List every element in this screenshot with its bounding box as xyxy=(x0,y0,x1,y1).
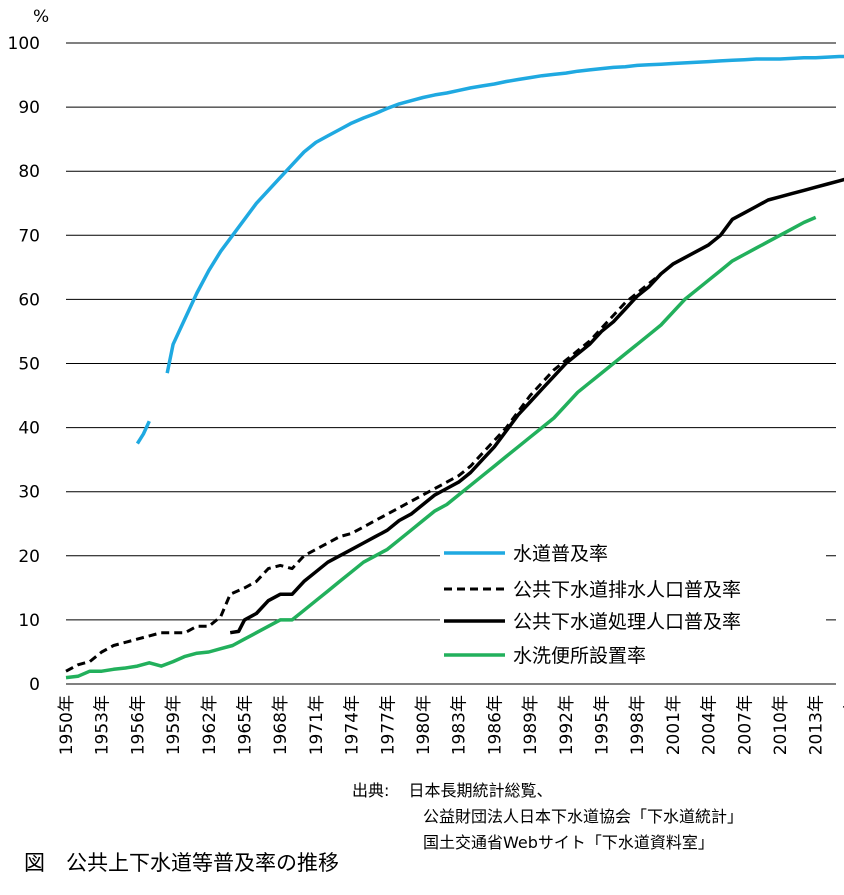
x-tick-label: 1989年 xyxy=(521,695,541,755)
y-tick-label: 40 xyxy=(18,419,40,439)
legend-label: 水洗便所設置率 xyxy=(513,645,646,667)
y-axis-tick-labels: 0 10 20 30 40 50 60 70 80 90 100 xyxy=(8,34,40,695)
line-chart: 0 10 20 30 40 50 60 70 80 90 100 % 1950年 1953年 1956年… xyxy=(8,7,844,755)
x-tick-label: 2007年 xyxy=(735,695,755,755)
x-axis-tick-labels: 1950年 1953年 1956年 1959年 1962年 1965年 1968年 1971年… xyxy=(57,695,844,755)
y-tick-label: 0 xyxy=(29,675,40,695)
x-tick-label: 1956年 xyxy=(128,695,148,755)
x-tick-label: 1977年 xyxy=(378,695,398,755)
y-tick-label: 80 xyxy=(18,162,40,182)
figure-caption: 図 公共上下水道等普及率の推移 xyxy=(24,851,339,875)
x-tick-label: 2004年 xyxy=(700,695,720,755)
y-tick-label: 70 xyxy=(18,226,40,246)
series-line-0-segment-0 xyxy=(135,420,151,445)
x-tick-label: 1950年 xyxy=(57,695,77,755)
source-line-2: 公益財団法人日本下水道協会「下水道統計」 xyxy=(423,807,744,826)
x-tick-label: 1968年 xyxy=(271,695,291,755)
series-line-1-segment-0 xyxy=(65,256,686,673)
x-tick-label: 2001年 xyxy=(664,695,684,755)
x-tick-label: 1959年 xyxy=(164,695,184,755)
y-axis-unit-label: % xyxy=(33,7,49,27)
series-line-0-segment-1 xyxy=(165,54,844,374)
legend-label: 公共下水道排水人口普及率 xyxy=(513,579,741,601)
series-lines xyxy=(65,54,844,680)
x-tick-label: 1965年 xyxy=(236,695,256,755)
legend-label: 公共下水道処理人口普及率 xyxy=(513,611,741,633)
source-label: 出典: xyxy=(352,781,390,800)
source-line-3: 国土交通省Webサイト「下水道資料室」 xyxy=(423,833,714,852)
x-tick-label: 2013年 xyxy=(807,695,827,755)
y-tick-label: 30 xyxy=(18,483,40,503)
x-tick-label: 1998年 xyxy=(628,695,648,755)
series-line-2-segment-0 xyxy=(229,177,844,635)
y-tick-label: 20 xyxy=(18,547,40,567)
series-line-3-segment-0 xyxy=(65,215,817,680)
x-tick-label: 1980年 xyxy=(414,695,434,755)
legend-label: 水道普及率 xyxy=(513,543,608,565)
x-tick-label: 1971年 xyxy=(307,695,327,755)
x-tick-label: 1983年 xyxy=(450,695,470,755)
x-tick-label: 1953年 xyxy=(93,695,113,755)
x-tick-label: 1986年 xyxy=(485,695,505,755)
x-tick-label: 2016年 xyxy=(842,695,844,755)
y-tick-label: 100 xyxy=(8,34,40,54)
source-note: 出典: 日本長期統計総覧、 公益財団法人日本下水道協会「下水道統計」 国土交通省… xyxy=(352,778,842,856)
x-tick-label: 2010年 xyxy=(771,695,791,755)
y-tick-label: 60 xyxy=(18,290,40,310)
y-tick-label: 10 xyxy=(18,611,40,631)
x-tick-label: 1992年 xyxy=(557,695,577,755)
source-line-1: 日本長期統計総覧、 xyxy=(408,781,553,800)
x-tick-label: 1962年 xyxy=(200,695,220,755)
x-tick-label: 1974年 xyxy=(343,695,363,755)
x-tick-label: 1995年 xyxy=(593,695,613,755)
y-tick-label: 90 xyxy=(18,98,40,118)
y-tick-label: 50 xyxy=(18,355,40,375)
